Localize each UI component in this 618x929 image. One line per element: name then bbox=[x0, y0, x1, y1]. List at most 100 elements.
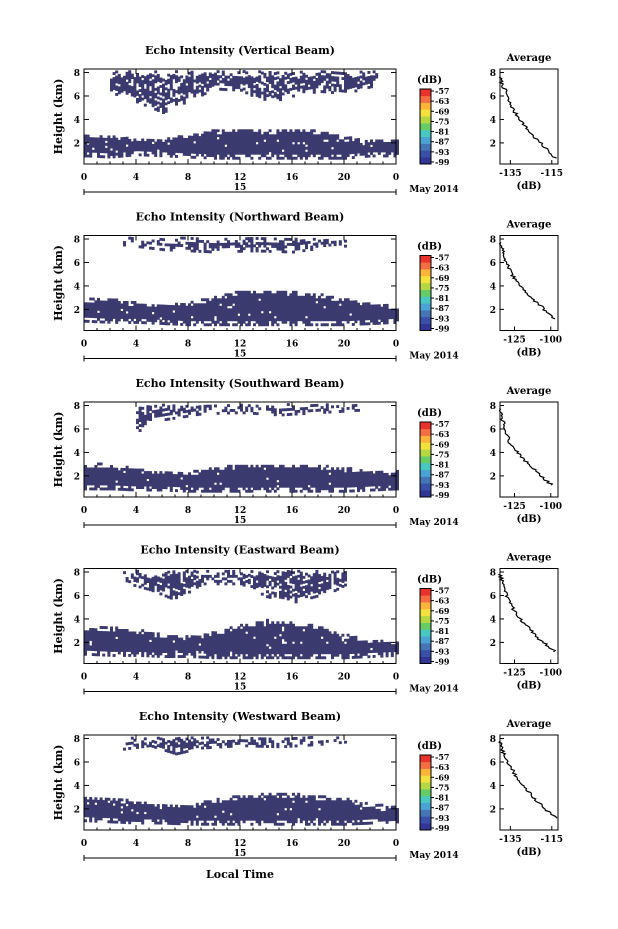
echo-cell bbox=[115, 152, 119, 156]
echo-cell bbox=[169, 637, 173, 641]
echo-cell bbox=[112, 145, 116, 149]
echo-cell bbox=[299, 303, 303, 307]
echo-cell bbox=[182, 640, 186, 643]
echo-cell bbox=[89, 315, 93, 318]
echo-cell bbox=[271, 320, 275, 324]
echo-cell bbox=[190, 145, 194, 149]
echo-cell bbox=[190, 80, 194, 84]
echo-cell bbox=[156, 306, 160, 310]
echo-cell bbox=[323, 154, 327, 158]
echo-cell bbox=[344, 315, 347, 319]
echo-cell bbox=[245, 293, 249, 297]
echo-cell bbox=[169, 305, 173, 308]
echo-cell bbox=[354, 84, 358, 88]
echo-cell bbox=[364, 307, 368, 311]
echo-cell bbox=[338, 474, 342, 478]
echo-cell bbox=[175, 481, 178, 485]
echo-cell bbox=[341, 479, 345, 483]
echo-cell bbox=[263, 295, 267, 299]
panel-title: Echo Intensity (Northward Beam) bbox=[136, 211, 345, 224]
echo-cell bbox=[172, 479, 176, 482]
average-frame bbox=[499, 401, 559, 498]
echo-cell bbox=[151, 476, 155, 479]
echo-cell bbox=[203, 136, 207, 140]
echo-cell bbox=[188, 86, 191, 90]
echo-cell bbox=[219, 149, 223, 153]
echo-cell bbox=[315, 487, 319, 491]
echo-cell bbox=[380, 316, 384, 320]
echo-cell bbox=[190, 135, 194, 139]
echo-cell bbox=[299, 474, 303, 478]
echo-cell bbox=[310, 146, 314, 150]
panel-title: Echo Intensity (Vertical Beam) bbox=[145, 44, 335, 57]
echo-cell bbox=[276, 290, 280, 294]
echo-cell bbox=[307, 136, 311, 140]
echo-cell bbox=[258, 467, 262, 471]
echo-cell bbox=[312, 139, 316, 143]
echo-cell bbox=[390, 311, 394, 315]
echo-cell bbox=[305, 464, 308, 468]
echo-cell bbox=[136, 90, 139, 94]
echo-cell bbox=[123, 318, 126, 322]
echo-cell bbox=[141, 316, 145, 320]
echo-cell bbox=[214, 134, 217, 138]
echo-cell bbox=[146, 417, 150, 421]
echo-cell bbox=[110, 477, 113, 481]
echo-cell bbox=[216, 245, 220, 249]
echo-cell bbox=[211, 656, 215, 660]
echo-cell bbox=[266, 315, 269, 319]
echo-cell bbox=[138, 145, 142, 149]
echo-cell bbox=[115, 477, 119, 481]
echo-cell bbox=[214, 243, 217, 246]
echo-cell bbox=[372, 319, 376, 323]
echo-cell bbox=[123, 85, 126, 89]
echo-cell bbox=[149, 418, 152, 421]
echo-cell bbox=[338, 139, 342, 143]
echo-cell bbox=[266, 407, 269, 411]
echo-cell bbox=[294, 139, 298, 143]
echo-cell bbox=[351, 148, 355, 152]
echo-cell bbox=[193, 408, 197, 412]
echo-cell bbox=[250, 409, 254, 413]
echo-cell bbox=[182, 152, 186, 156]
echo-cell bbox=[221, 653, 225, 657]
echo-cell bbox=[201, 133, 204, 137]
echo-cell bbox=[367, 78, 371, 82]
echo-cell bbox=[195, 148, 199, 152]
echo-cell bbox=[284, 293, 288, 297]
echo-cell bbox=[120, 649, 124, 652]
echo-cell bbox=[354, 302, 358, 306]
echo-cell bbox=[299, 146, 303, 150]
echo-cell bbox=[380, 139, 384, 143]
echo-cell bbox=[289, 315, 293, 319]
echo-cell bbox=[156, 242, 160, 246]
echo-cell bbox=[388, 147, 392, 150]
echo-cell bbox=[123, 139, 126, 143]
echo-cell bbox=[224, 474, 228, 478]
echo-cell bbox=[149, 319, 152, 322]
echo-cell bbox=[214, 633, 217, 637]
echo-cell bbox=[305, 246, 308, 250]
echo-cell bbox=[247, 303, 251, 307]
echo-cell bbox=[141, 421, 145, 425]
echo-cell bbox=[227, 641, 230, 645]
echo-cell bbox=[268, 73, 272, 77]
echo-cell bbox=[211, 81, 215, 85]
echo-cell bbox=[336, 482, 340, 486]
echo-cell bbox=[164, 476, 168, 480]
echo-cell bbox=[323, 85, 327, 89]
echo-cell bbox=[305, 484, 308, 488]
echo-cell bbox=[294, 489, 298, 493]
echo-cell bbox=[323, 408, 327, 412]
echo-cell bbox=[94, 640, 98, 644]
echo-cell bbox=[201, 313, 204, 317]
echo-cell bbox=[146, 410, 150, 414]
echo-cell bbox=[133, 146, 137, 149]
echo-cell bbox=[286, 310, 290, 314]
echo-cell bbox=[247, 82, 251, 86]
echo-cell bbox=[117, 144, 121, 148]
echo-cell bbox=[263, 244, 267, 248]
echo-cell bbox=[167, 405, 171, 409]
echo-cell bbox=[388, 477, 392, 481]
echo-cell bbox=[250, 247, 254, 250]
